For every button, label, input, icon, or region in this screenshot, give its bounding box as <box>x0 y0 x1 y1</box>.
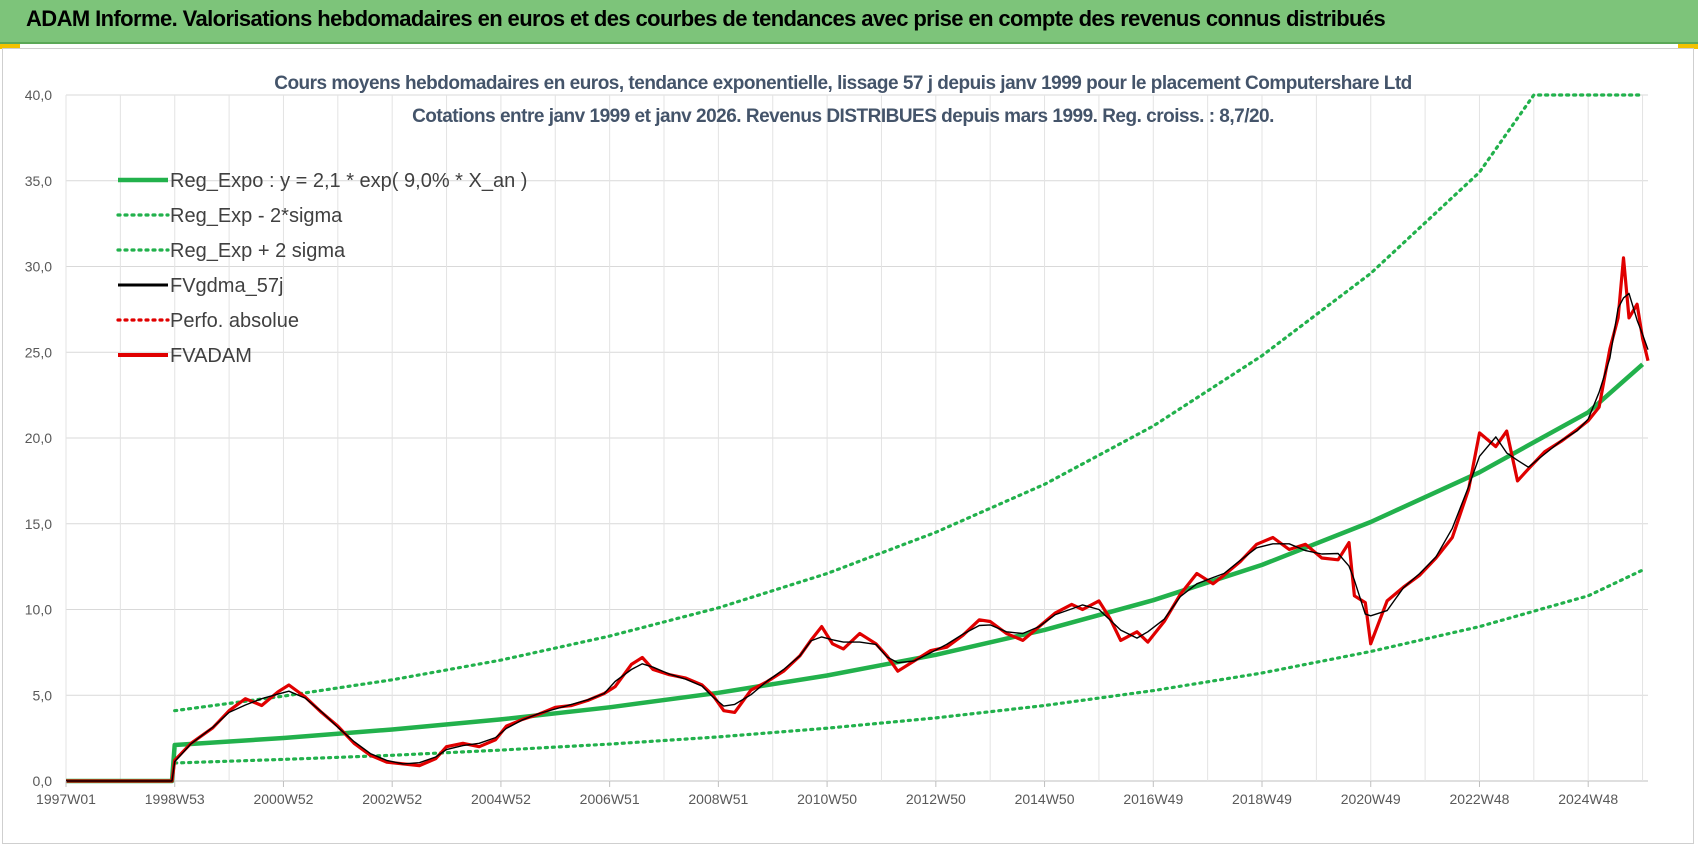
legend-label: FVgdma_57j <box>170 275 283 297</box>
x-tick-label: 2016W49 <box>1123 791 1183 807</box>
legend-label: Reg_Exp - 2*sigma <box>170 205 343 227</box>
x-axis: 1997W01 1998W53 2000W52 2002W52 2004W52 2006W… <box>36 781 1618 807</box>
x-tick-label: 2000W52 <box>253 791 313 807</box>
y-tick-label: 5,0 <box>33 687 53 703</box>
y-tick-label: 15,0 <box>25 516 52 532</box>
y-tick-label: 20,0 <box>25 430 52 446</box>
series-line-reg <box>66 362 1645 784</box>
y-axis: 0,0 5,0 10,0 15,0 20,0 25,0 30,0 35,0 40,0 <box>25 87 52 789</box>
grid <box>65 94 1648 782</box>
x-tick-label: 1998W53 <box>145 791 205 807</box>
chart-title: Cours moyens hebdomadaires en euros, ten… <box>274 73 1412 94</box>
x-tick-label: 2012W50 <box>906 791 966 807</box>
legend-label: Reg_Exp + 2 sigma <box>170 240 346 262</box>
corner-mark <box>1678 44 1698 49</box>
y-tick-label: 30,0 <box>25 259 52 275</box>
x-tick-label: 2018W49 <box>1232 791 1292 807</box>
x-tick-label: 2014W50 <box>1015 791 1075 807</box>
series-line-low <box>173 568 1645 765</box>
legend-label: FVADAM <box>170 345 252 367</box>
x-tick-label: 2022W48 <box>1450 791 1510 807</box>
x-tick-label: 2024W48 <box>1558 791 1618 807</box>
page-title: ADAM Informe. Valorisations hebdomadaire… <box>26 6 1386 31</box>
corner-mark <box>0 44 20 49</box>
y-tick-label: 40,0 <box>25 87 52 103</box>
x-tick-label: 2008W51 <box>688 791 748 807</box>
series-layer <box>66 93 1650 784</box>
x-tick-label: 2010W50 <box>797 791 857 807</box>
x-tick-label: 2006W51 <box>580 791 640 807</box>
series-line-ma <box>66 292 1649 782</box>
legend-label: Perfo. absolue <box>170 310 299 332</box>
y-tick-label: 0,0 <box>33 773 53 789</box>
series-line-adam <box>66 256 1650 783</box>
chart-frame <box>2 48 1694 844</box>
y-tick-label: 10,0 <box>25 602 52 618</box>
y-tick-label: 25,0 <box>25 344 52 360</box>
x-tick-label: 2020W49 <box>1341 791 1401 807</box>
x-tick-label: 1997W01 <box>36 791 96 807</box>
legend: Reg_Expo : y = 2,1 * exp( 9,0% * X_an ) R… <box>116 170 527 367</box>
series-line-high <box>173 93 1645 713</box>
header-banner: ADAM Informe. Valorisations hebdomadaire… <box>0 0 1698 44</box>
y-tick-label: 35,0 <box>25 173 52 189</box>
x-tick-label: 2004W52 <box>471 791 531 807</box>
legend-label: Reg_Expo : y = 2,1 * exp( 9,0% * X_an ) <box>170 170 527 192</box>
x-tick-label: 2002W52 <box>362 791 422 807</box>
chart-subtitle: Cotations entre janv 1999 et janv 2026. … <box>412 106 1274 127</box>
